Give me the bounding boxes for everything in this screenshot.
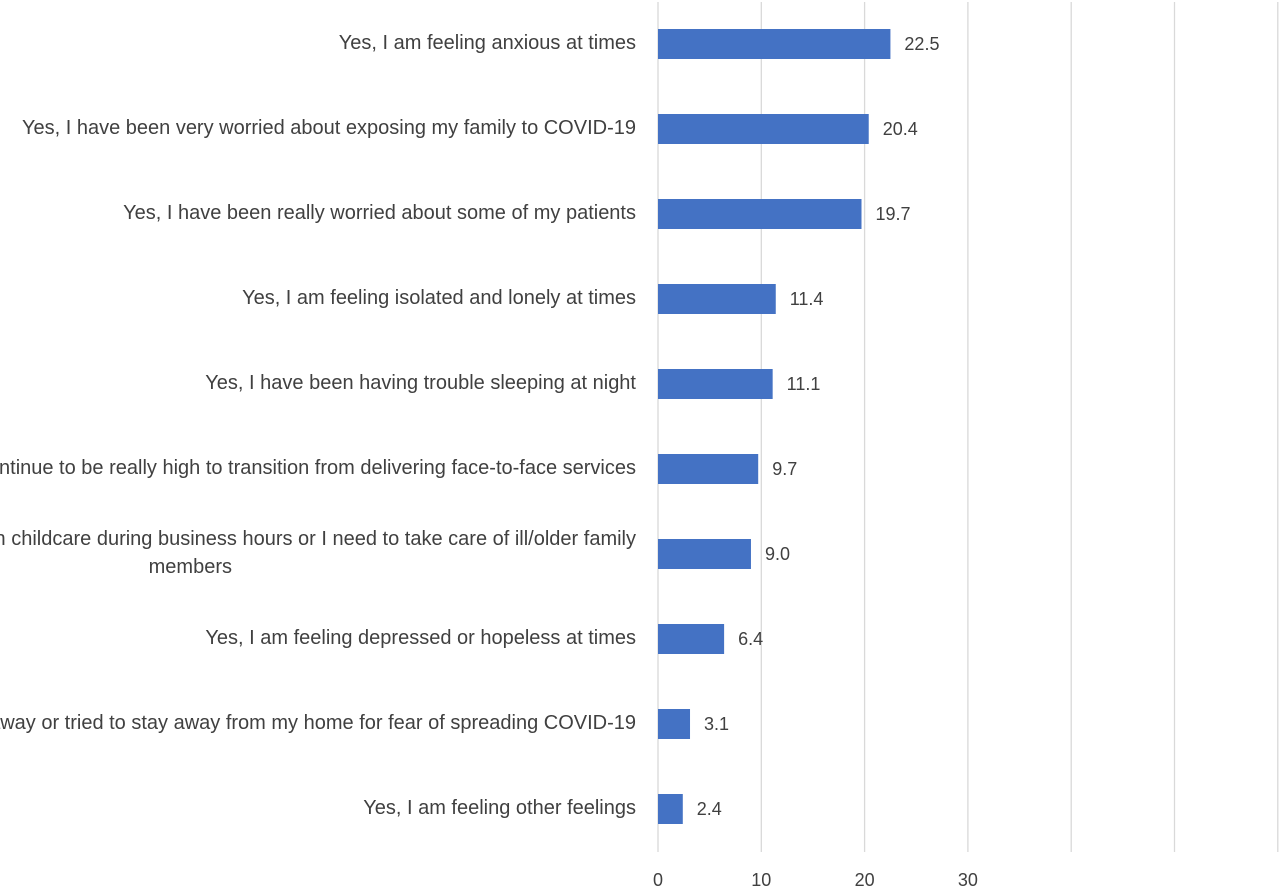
data-label: 9.7 xyxy=(772,459,797,479)
bar xyxy=(658,454,759,484)
data-label: 3.1 xyxy=(704,714,729,734)
bar xyxy=(658,369,773,399)
category-label: Yes, I am feeling depressed or hopeless … xyxy=(205,627,636,649)
category-label: Yes, I am feeling anxious at times xyxy=(339,32,636,54)
data-label: 11.4 xyxy=(790,289,824,309)
bar xyxy=(658,199,862,229)
category-label: Yes, I am struggling with childcare duri… xyxy=(0,528,636,578)
category-label: Yes, my stress levels continue to be rea… xyxy=(0,457,636,479)
category-label: Yes, I am feeling other feelings xyxy=(363,797,636,819)
bar xyxy=(658,624,725,654)
category-label: Yes, I have been having trouble sleeping… xyxy=(205,372,636,394)
data-label: 2.4 xyxy=(697,799,722,819)
data-label: 11.1 xyxy=(787,374,821,394)
category-label: Yes, I have been very worried about expo… xyxy=(22,117,636,139)
x-axis-tick-labels: 0 10 20 30 xyxy=(653,870,978,888)
x-tick-label: 10 xyxy=(751,870,771,888)
bar xyxy=(658,539,751,569)
category-label: Yes, I have stayed away or tried to stay… xyxy=(0,712,636,734)
data-label: 22.5 xyxy=(904,34,939,54)
x-tick-label: 30 xyxy=(958,870,978,888)
data-labels: 22.5 20.4 19.7 11.4 11.1 9.7 9.0 6.4 3.1 2.4 xyxy=(697,34,940,819)
data-label: 20.4 xyxy=(883,119,918,139)
x-tick-label: 20 xyxy=(855,870,875,888)
category-labels: Yes, I am feeling anxious at times Yes, I… xyxy=(0,32,636,819)
category-label: Yes, I am feeling isolated and lonely at… xyxy=(242,287,636,309)
category-label: Yes, I have been really worried about so… xyxy=(123,202,636,224)
bar xyxy=(658,709,691,739)
bar xyxy=(658,794,683,824)
bars xyxy=(658,29,891,824)
bar xyxy=(658,29,891,59)
data-label: 6.4 xyxy=(738,629,763,649)
x-tick-label: 0 xyxy=(653,870,663,888)
data-label: 19.7 xyxy=(876,204,911,224)
bar xyxy=(658,114,869,144)
bar xyxy=(658,284,776,314)
data-label: 9.0 xyxy=(765,544,790,564)
